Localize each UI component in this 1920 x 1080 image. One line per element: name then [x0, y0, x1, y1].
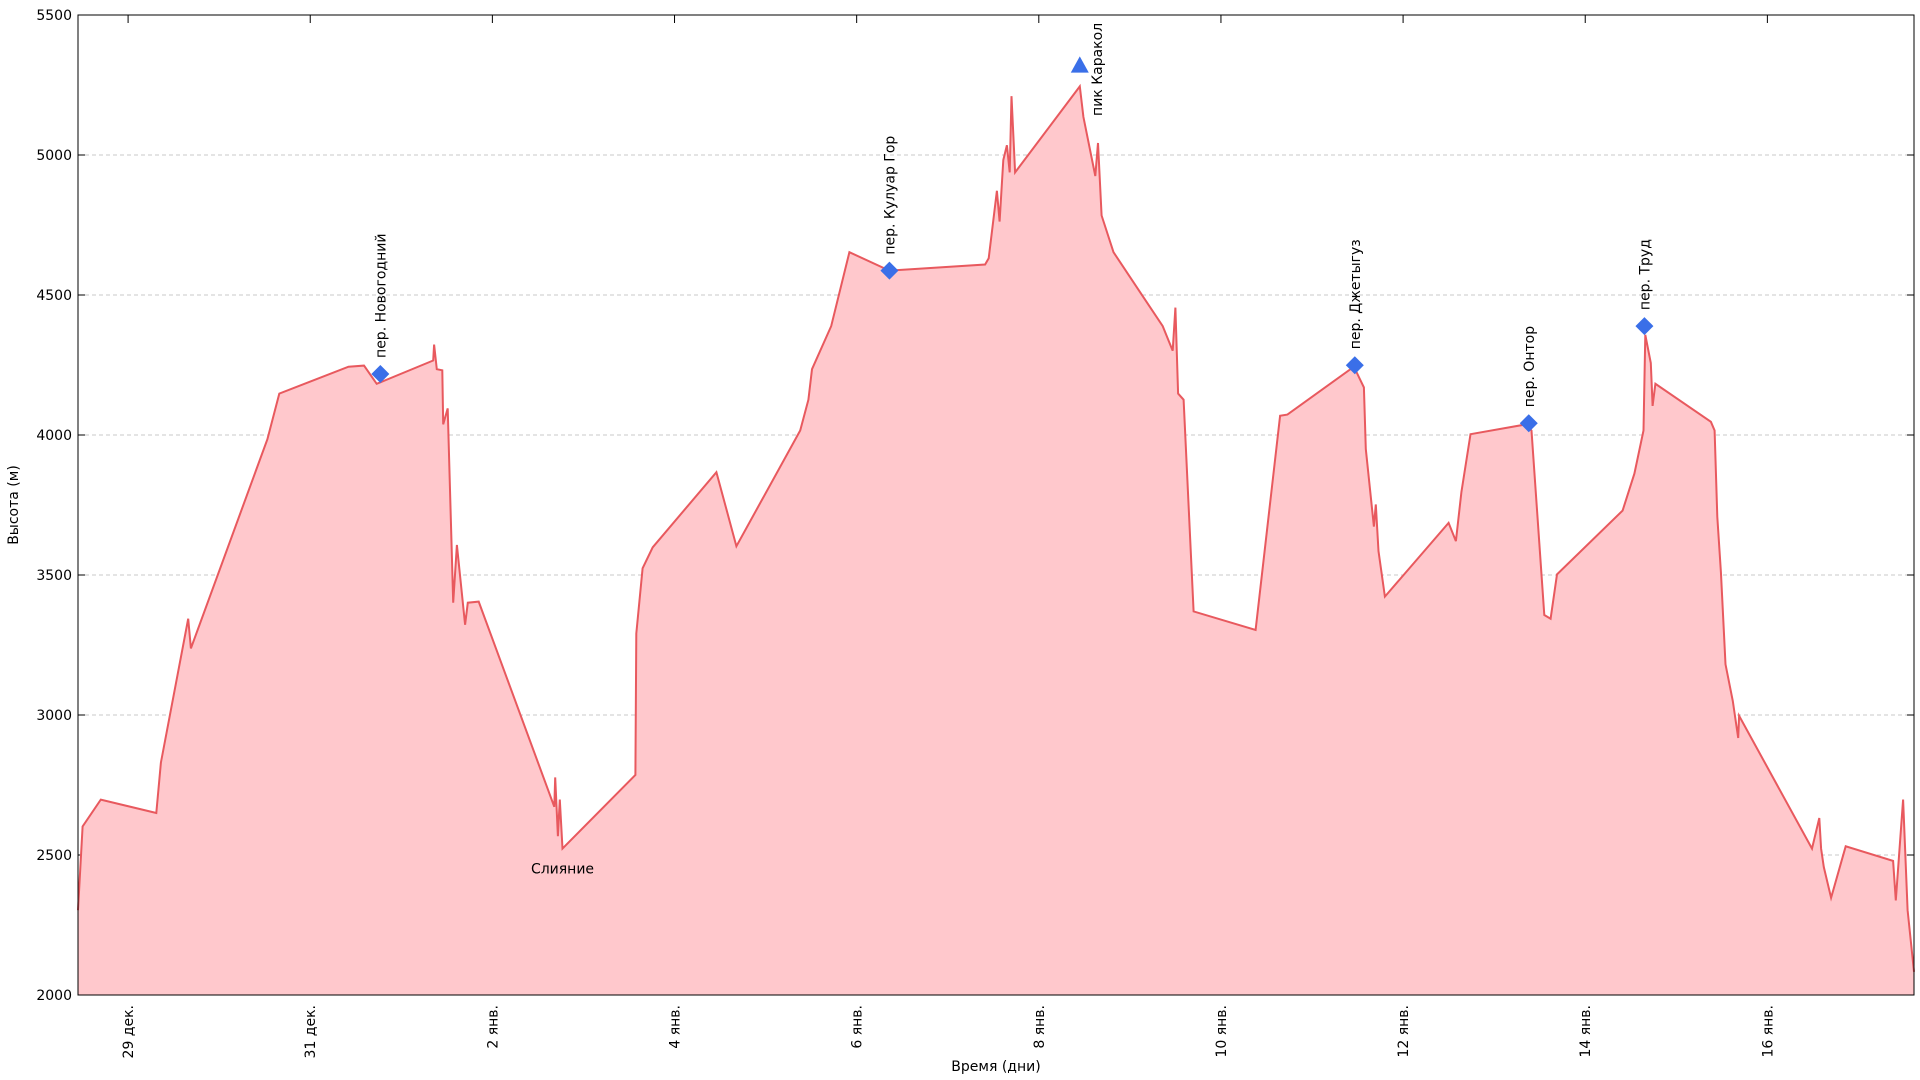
marker: [1635, 317, 1654, 336]
y-tick-label: 2000: [36, 988, 72, 1004]
y-tick-label: 3500: [36, 568, 72, 584]
marker: [371, 364, 390, 383]
x-axis-label: Время (дни): [951, 1059, 1040, 1075]
line: [77, 83, 1915, 972]
x-tick-label: 31 дек.: [303, 1005, 319, 1058]
y-tick-label: 4000: [36, 428, 72, 444]
marker-label: пер. Онтор: [1522, 326, 1538, 407]
y-tick-label: 5500: [36, 8, 72, 24]
marker-label: пер. Джетыгуз: [1348, 239, 1364, 349]
marker-label: пер. Труд: [1637, 239, 1653, 310]
x-tick-label: 8 янв.: [1032, 1005, 1048, 1049]
x-tick-label: 16 янв.: [1760, 1005, 1776, 1058]
x-tick-label: 6 янв.: [850, 1005, 866, 1049]
y-axis-label: Высота (м): [6, 465, 22, 545]
y-tick-label: 5000: [36, 148, 72, 164]
marker-label: пик Каракол: [1090, 23, 1106, 116]
y-tick-label: 2500: [36, 848, 72, 864]
marker: [880, 261, 899, 280]
x-tick-label: 2 янв.: [485, 1005, 501, 1049]
y-tick-label: 3000: [36, 708, 72, 724]
marker: [1070, 56, 1089, 73]
plot-frame: [77, 14, 1915, 996]
x-tick-label: 14 янв.: [1578, 1005, 1594, 1058]
x-tick-label: 12 янв.: [1396, 1005, 1412, 1058]
x-tick-label: 29 дек.: [121, 1005, 137, 1058]
x-tick-label: 4 янв.: [668, 1005, 684, 1049]
x-tick-label: 10 янв.: [1214, 1005, 1230, 1058]
annotation: Слияние: [531, 862, 594, 878]
area: [78, 86, 1914, 995]
marker-label: пер. Новогодний: [373, 234, 389, 358]
marker: [1519, 414, 1538, 433]
y-tick-label: 4500: [36, 288, 72, 304]
marker-label: пер. Кулуар Гор: [882, 136, 898, 255]
marker: [1345, 356, 1364, 375]
